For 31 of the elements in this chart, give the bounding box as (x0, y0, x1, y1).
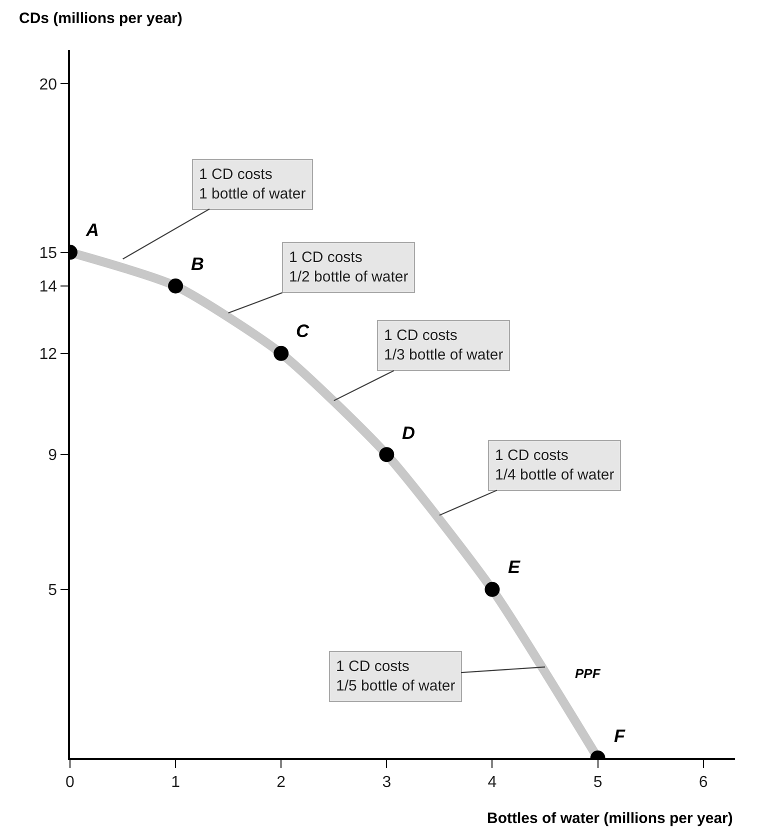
annotation: 1 CD costs 1/3 bottle of water (384, 327, 504, 364)
annotation: E (508, 557, 521, 577)
x-tick-label: 6 (698, 774, 708, 791)
point (274, 346, 289, 361)
point (168, 278, 184, 294)
x-tick-label: 1 (171, 774, 180, 791)
y-tick-label: 12 (39, 346, 58, 364)
x-axis-title: Bottles of water (millions per year) (487, 810, 733, 827)
point (379, 447, 394, 462)
point (484, 582, 500, 597)
y-tick-label: 9 (48, 447, 58, 464)
x-tick-label: 2 (276, 774, 286, 791)
y-tick-label: 5 (48, 582, 58, 600)
annotation: 1 CD costs 1/2 bottle of water (289, 249, 408, 286)
annotation: C (296, 321, 310, 341)
y-tick-label: 14 (39, 278, 58, 296)
series-label: PPF (575, 666, 602, 681)
annotation: 1 CD costs 1/4 bottle of water (495, 447, 614, 484)
y-tick-label: 15 (39, 244, 58, 262)
x-tick-label: 5 (593, 774, 602, 791)
y-tick-label: 20 (39, 76, 58, 94)
annotation: D (402, 423, 415, 443)
y-axis-title: CDs (millions per year) (19, 10, 182, 27)
x-tick-label: 4 (488, 774, 497, 791)
annotation: A (85, 220, 99, 240)
annotation: 1 CD costs 1 bottle of water (199, 166, 306, 202)
x-tick-label: 3 (382, 774, 392, 791)
annotation: B (191, 254, 204, 274)
x-tick-label: 0 (66, 774, 75, 791)
annotation: 1 CD costs 1/5 bottle of water (336, 658, 456, 694)
annotation: F (614, 726, 626, 746)
